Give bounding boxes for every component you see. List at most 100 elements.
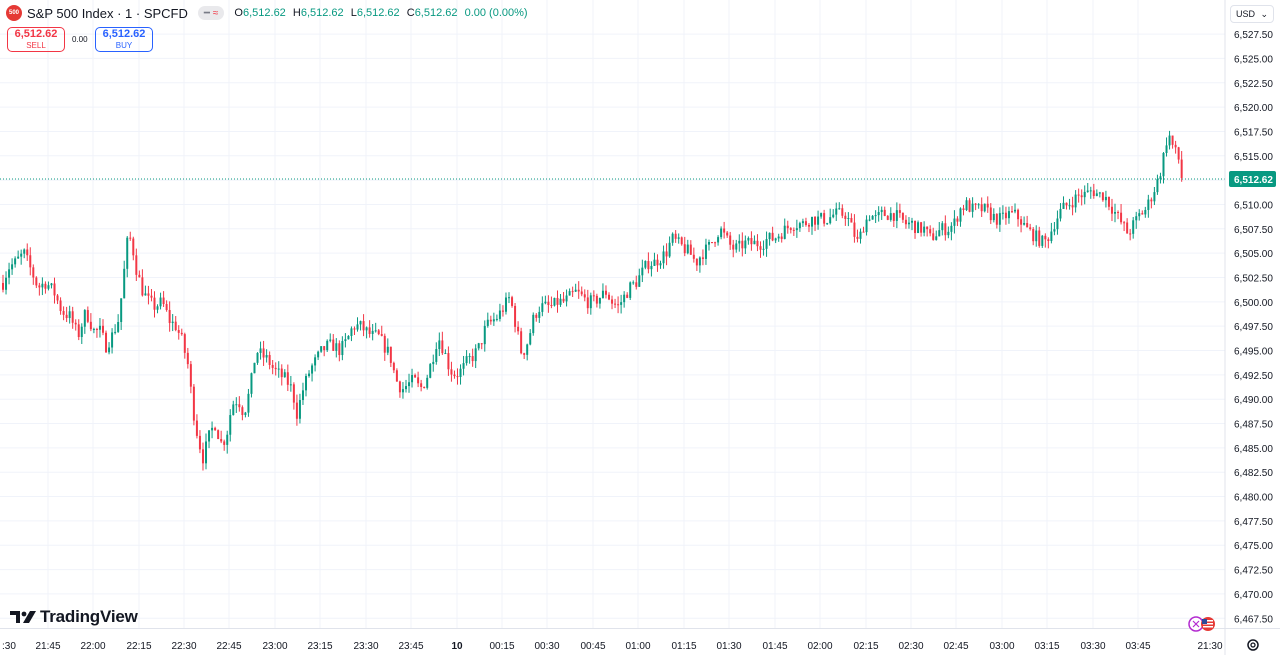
candle-body: [414, 375, 417, 378]
candle-body: [629, 282, 632, 298]
candle-body: [983, 203, 986, 212]
candle-body: [323, 346, 326, 351]
candle-body: [256, 352, 259, 363]
candle-body: [29, 255, 32, 268]
sell-button[interactable]: 6,512.62 SELL: [7, 27, 65, 52]
candle-body: [308, 373, 311, 377]
x-tick-label: 01:30: [716, 641, 741, 652]
candle-body: [17, 256, 20, 259]
candle-body: [8, 269, 11, 278]
candle-body: [262, 348, 265, 358]
candle-body: [180, 332, 183, 335]
candle-body: [559, 298, 562, 305]
buy-label: BUY: [115, 41, 133, 50]
candle-body: [135, 255, 138, 275]
candle-body: [1135, 216, 1138, 221]
candle-body: [614, 303, 617, 305]
currency-select[interactable]: USD ⌄: [1230, 5, 1274, 23]
candle-body: [1014, 209, 1017, 212]
region-flags-icon[interactable]: [1187, 614, 1217, 634]
candle-body: [811, 216, 814, 227]
candle-body: [462, 363, 465, 369]
x-tick-label: 23:45: [398, 641, 423, 652]
candle-body: [650, 265, 653, 270]
candle-body: [962, 208, 965, 211]
candle-body: [932, 233, 935, 240]
candle-body: [44, 283, 47, 289]
candle-body: [492, 319, 495, 322]
candle-body: [574, 289, 577, 292]
candle-body: [392, 362, 395, 371]
candle-body: [259, 348, 262, 353]
symbol-logo[interactable]: 500: [6, 5, 22, 21]
candle-body: [301, 390, 304, 401]
gear-icon[interactable]: [1245, 637, 1261, 653]
candle-body: [1041, 235, 1044, 246]
candle-body: [786, 225, 789, 229]
tradingview-logo[interactable]: TradingView: [10, 607, 138, 627]
candle-body: [974, 203, 977, 205]
candle-body: [326, 340, 329, 351]
candle-body: [850, 218, 853, 223]
candle-body: [544, 301, 547, 304]
candle-body: [592, 295, 595, 297]
candle-body: [471, 356, 474, 362]
candle-body: [59, 300, 62, 312]
market-status-pill[interactable]: ━ ≈: [197, 6, 225, 20]
candle-body: [229, 415, 232, 435]
candle-body: [780, 236, 783, 239]
candle-body: [250, 373, 253, 394]
candle-body: [847, 218, 850, 220]
x-tick-label: 02:30: [898, 641, 923, 652]
candle-body: [232, 404, 235, 416]
candle-body: [168, 310, 171, 324]
change-value: 0.00 (0.00%): [464, 7, 528, 19]
candle-body: [568, 291, 571, 296]
x-tick-label: 22:15: [126, 641, 151, 652]
candle-body: [74, 322, 77, 325]
candle-body: [1038, 230, 1041, 246]
buy-button[interactable]: 6,512.62 BUY: [95, 27, 153, 52]
candle-body: [14, 258, 17, 265]
symbol-title[interactable]: S&P 500 Index · 1 · SPCFD: [27, 5, 188, 21]
candle-body: [623, 294, 626, 303]
x-tick-label: 21:30: [1197, 641, 1222, 652]
candle-body: [914, 220, 917, 234]
candle-body: [538, 311, 541, 318]
candle-body: [1044, 235, 1047, 240]
y-tick-label: 6,497.50: [1234, 322, 1273, 333]
y-tick-label: 6,492.50: [1234, 371, 1273, 382]
candle-body: [153, 297, 156, 310]
candle-body: [347, 335, 350, 340]
candle-body: [971, 203, 974, 212]
candle-body: [1101, 192, 1104, 201]
candle-body: [968, 200, 971, 212]
candle-body: [271, 364, 274, 368]
y-tick-label: 6,507.50: [1234, 225, 1273, 236]
candle-body: [956, 218, 959, 222]
candle-body: [929, 229, 932, 234]
candle-body: [83, 310, 86, 327]
x-tick-label: 22:45: [216, 641, 241, 652]
candle-body: [438, 340, 441, 350]
candle-body: [1141, 213, 1144, 215]
candle-body: [177, 330, 180, 333]
candle-body: [489, 319, 492, 322]
candle-body: [20, 253, 23, 257]
time-axis[interactable]: :30 21:45 22:00 22:15 22:30 22:45 23:00 23:15 23…: [2, 641, 1223, 652]
candle-body: [671, 233, 674, 243]
candle-body: [674, 233, 677, 239]
candle-body: [465, 356, 468, 364]
candle-body: [508, 297, 511, 299]
candle-body: [41, 283, 44, 288]
candle-body: [874, 215, 877, 217]
candle-body: [338, 343, 341, 356]
x-tick-label: 03:45: [1125, 641, 1150, 652]
candle-body: [886, 215, 889, 220]
candle-body: [1077, 194, 1080, 196]
candle-body: [998, 213, 1001, 225]
candle-body: [626, 294, 629, 298]
candle-body: [1171, 135, 1174, 145]
